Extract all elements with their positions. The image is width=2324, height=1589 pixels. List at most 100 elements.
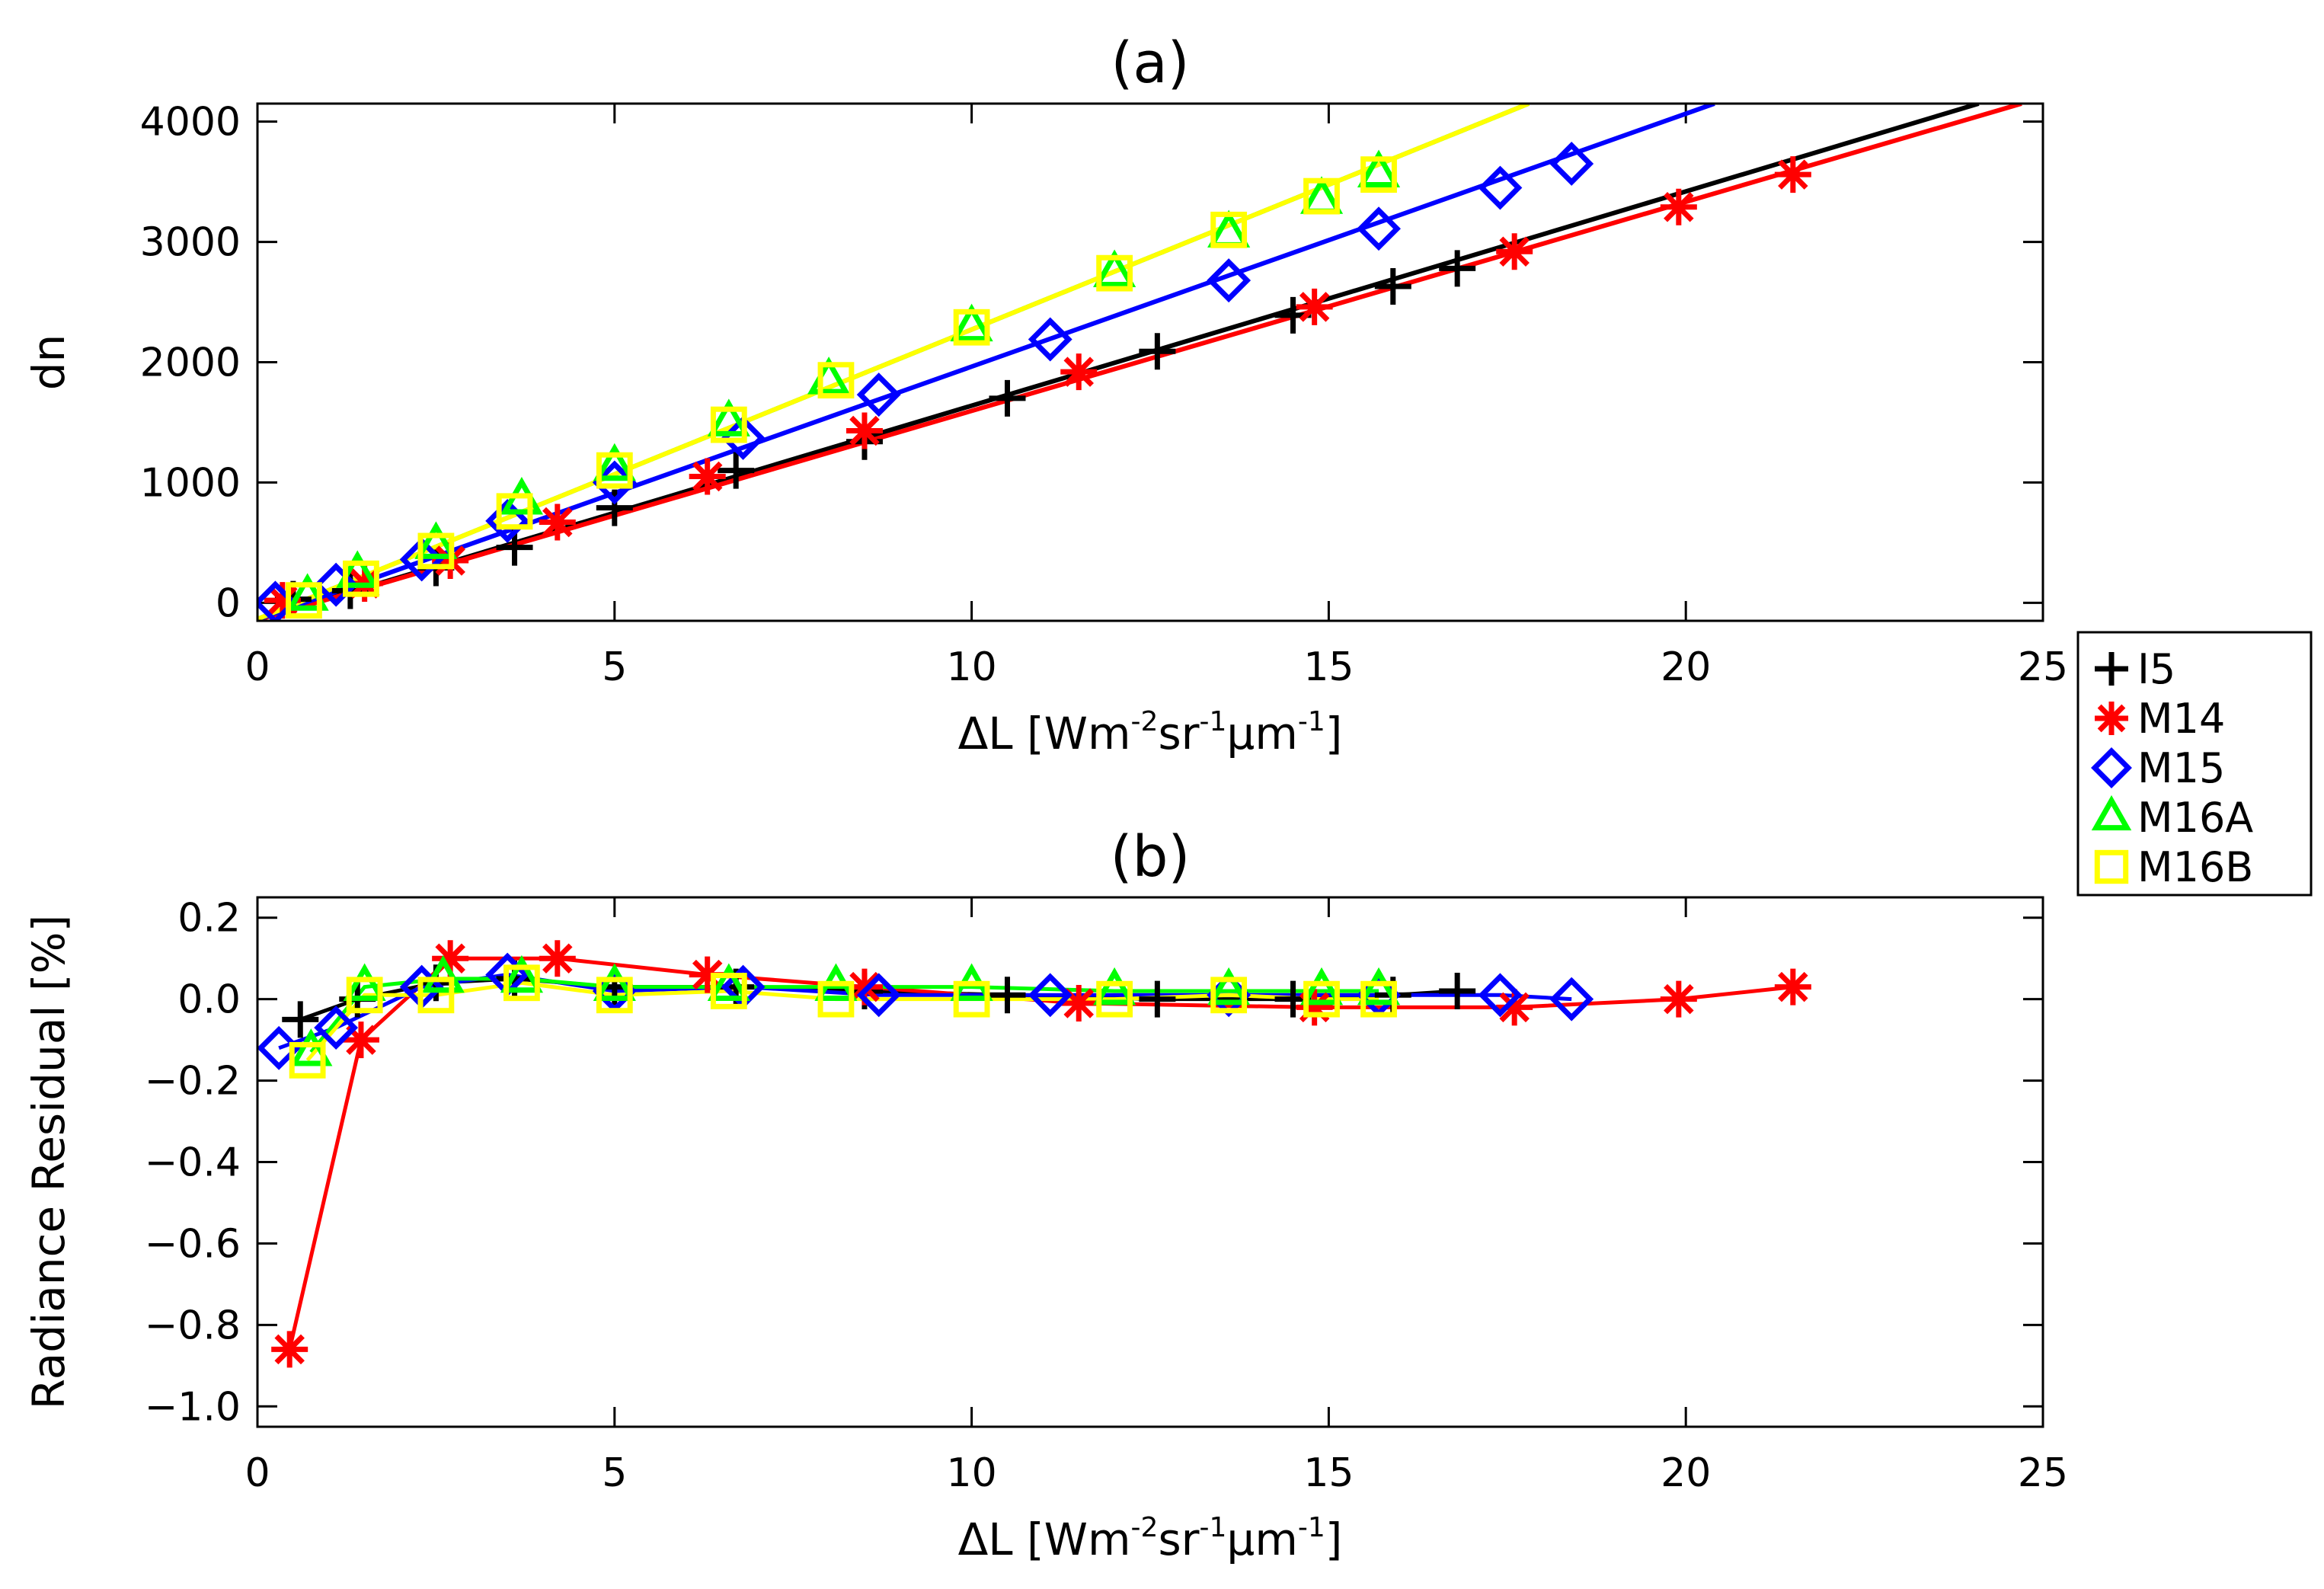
panel-a-point-m14 — [264, 582, 301, 619]
panel-a-point-m16a — [1357, 149, 1401, 187]
panel-b-point-i5 — [1439, 972, 1476, 1009]
panel-a-point-i5 — [989, 379, 1026, 417]
panel-a-point-m16a — [286, 573, 329, 611]
panel-a-point-m16b — [710, 406, 747, 443]
panel-a-point-m14 — [689, 458, 726, 495]
panel-a-point-m15 — [1549, 142, 1594, 186]
panel-b-point-m15 — [856, 973, 901, 1018]
legend-marker-m15 — [2091, 747, 2132, 788]
panel-b-point-m16a — [1207, 967, 1251, 1006]
panel-b-point-m15 — [257, 1025, 302, 1070]
panel-a-point-m15 — [1207, 258, 1252, 303]
panel-a-point-m16b — [417, 532, 455, 570]
panel-b-point-m16a — [1093, 967, 1136, 1006]
panel-b-y-tick-label: 0.0 — [177, 977, 241, 1023]
legend-marker-i5 — [2095, 652, 2128, 686]
panel-b-point-m14 — [1660, 980, 1697, 1018]
panel-a-point-m16a — [707, 398, 750, 436]
panel-b-point-m16a — [289, 1028, 333, 1066]
legend-marker-m14 — [2095, 702, 2128, 735]
panel-b-point-m16a — [421, 954, 465, 993]
panel-a-y-tick-label: 2000 — [140, 340, 241, 386]
panel-b-x-tick-label: 25 — [2018, 1450, 2068, 1496]
panel-a-y-tick-label: 0 — [216, 580, 241, 626]
panel-a-x-tick-label: 0 — [245, 644, 270, 690]
panel-b-y-tick-label: −0.2 — [145, 1059, 241, 1105]
panel-b-y-tick-label: −0.4 — [145, 1140, 241, 1186]
panel-b-point-m14 — [1296, 989, 1333, 1026]
panel-b-point-m14 — [271, 1331, 308, 1368]
panel-b-radiance-residual: (b) 0 5 10 15 20 25 0.2 0.0 −0.2 −0.4 −0.6 −0.8 −1.0 Δ… — [23, 824, 2068, 1565]
panel-b-point-m14 — [689, 956, 726, 993]
panel-a-x-tick-label: 20 — [1661, 644, 1711, 690]
panel-b-point-m16b — [1096, 980, 1133, 1018]
panel-a-point-m14 — [539, 504, 576, 541]
panel-b-point-m16b — [1210, 977, 1248, 1014]
panel-a-point-m16b — [1210, 211, 1248, 248]
panel-b-point-m16a — [500, 954, 544, 993]
panel-a-title: (a) — [1111, 30, 1189, 96]
panel-a-plot-area — [257, 104, 2022, 621]
legend-label-m15: M15 — [2137, 744, 2225, 792]
panel-a-point-m16b — [1096, 254, 1133, 292]
panel-a-y-tick-label: 1000 — [140, 460, 241, 506]
panel-a-point-m15 — [1478, 165, 1523, 210]
panel-b-y-tick-label: −0.8 — [145, 1303, 241, 1348]
panel-b-point-m16a — [1357, 967, 1401, 1006]
panel-a-point-m16b — [496, 493, 533, 530]
panel-a-point-m15 — [1357, 206, 1401, 251]
panel-a-fit-line-m15 — [257, 104, 1715, 621]
panel-a-point-i5 — [718, 452, 755, 489]
panel-a-point-m15 — [314, 562, 359, 607]
panel-b-y-tick-label: 0.2 — [177, 896, 241, 942]
panel-b-point-m14 — [1496, 989, 1533, 1026]
panel-b-point-m15 — [1478, 973, 1523, 1018]
panel-b-point-m16b — [710, 973, 747, 1009]
panel-b-y-tick-label: −1.0 — [145, 1384, 241, 1430]
panel-a-point-i5 — [1439, 250, 1476, 287]
panel-b-point-i5 — [1139, 980, 1176, 1018]
panel-a-point-m16b — [953, 309, 990, 346]
panel-b-x-tick-label: 0 — [245, 1450, 270, 1496]
panel-b-point-m15 — [1028, 973, 1072, 1018]
legend-label-i5: I5 — [2137, 645, 2175, 693]
panel-a-point-m14 — [1660, 188, 1697, 225]
panel-b-point-m16a — [707, 963, 750, 1001]
panel-b-title: (b) — [1111, 824, 1191, 890]
legend-label-m14: M14 — [2137, 695, 2225, 743]
panel-a-frame — [256, 102, 2044, 622]
panel-a-point-m14 — [1296, 288, 1333, 325]
panel-a-point-m16b — [286, 582, 322, 619]
panel-a-point-m14 — [1774, 156, 1811, 193]
panel-b-point-m14 — [1774, 968, 1811, 1006]
panel-a-point-m16b — [817, 362, 855, 399]
panel-b-point-m16b — [1360, 980, 1397, 1018]
panel-b-point-m16b — [346, 977, 383, 1014]
legend-marker-m16b — [2094, 849, 2129, 884]
panel-b-point-m15 — [1549, 977, 1594, 1021]
panel-b-point-i5 — [282, 1001, 319, 1038]
panel-a-point-m16a — [336, 550, 379, 588]
panel-a-point-m16a — [593, 443, 636, 481]
panel-b-frame — [256, 896, 2044, 1428]
panel-a-point-m16b — [1303, 177, 1340, 215]
panel-a-point-m16b — [596, 452, 633, 489]
panel-a-point-m16a — [1299, 176, 1344, 214]
panel-a-point-i5 — [1374, 268, 1411, 305]
panel-b-point-m14 — [1060, 985, 1098, 1021]
panel-b-point-m16b — [289, 1041, 326, 1079]
panel-a-x-tick-label: 15 — [1303, 644, 1354, 690]
panel-a-point-m16b — [1360, 156, 1397, 193]
panel-a-point-i5 — [596, 489, 633, 526]
panel-b-y-tick-label: −0.6 — [145, 1221, 241, 1267]
panel-b-point-m14 — [342, 1021, 379, 1059]
panel-a-y-axis-label: dn — [23, 334, 75, 391]
panel-b-x-tick-label: 20 — [1661, 1450, 1711, 1496]
panel-a-point-m16a — [414, 521, 458, 559]
panel-b-point-m16b — [817, 980, 855, 1018]
panel-b-point-m14 — [539, 940, 576, 977]
panel-a-y-tick-label: 4000 — [140, 100, 241, 145]
panel-a-x-tick-label: 25 — [2018, 644, 2068, 690]
panel-b-point-m16b — [503, 964, 540, 1002]
